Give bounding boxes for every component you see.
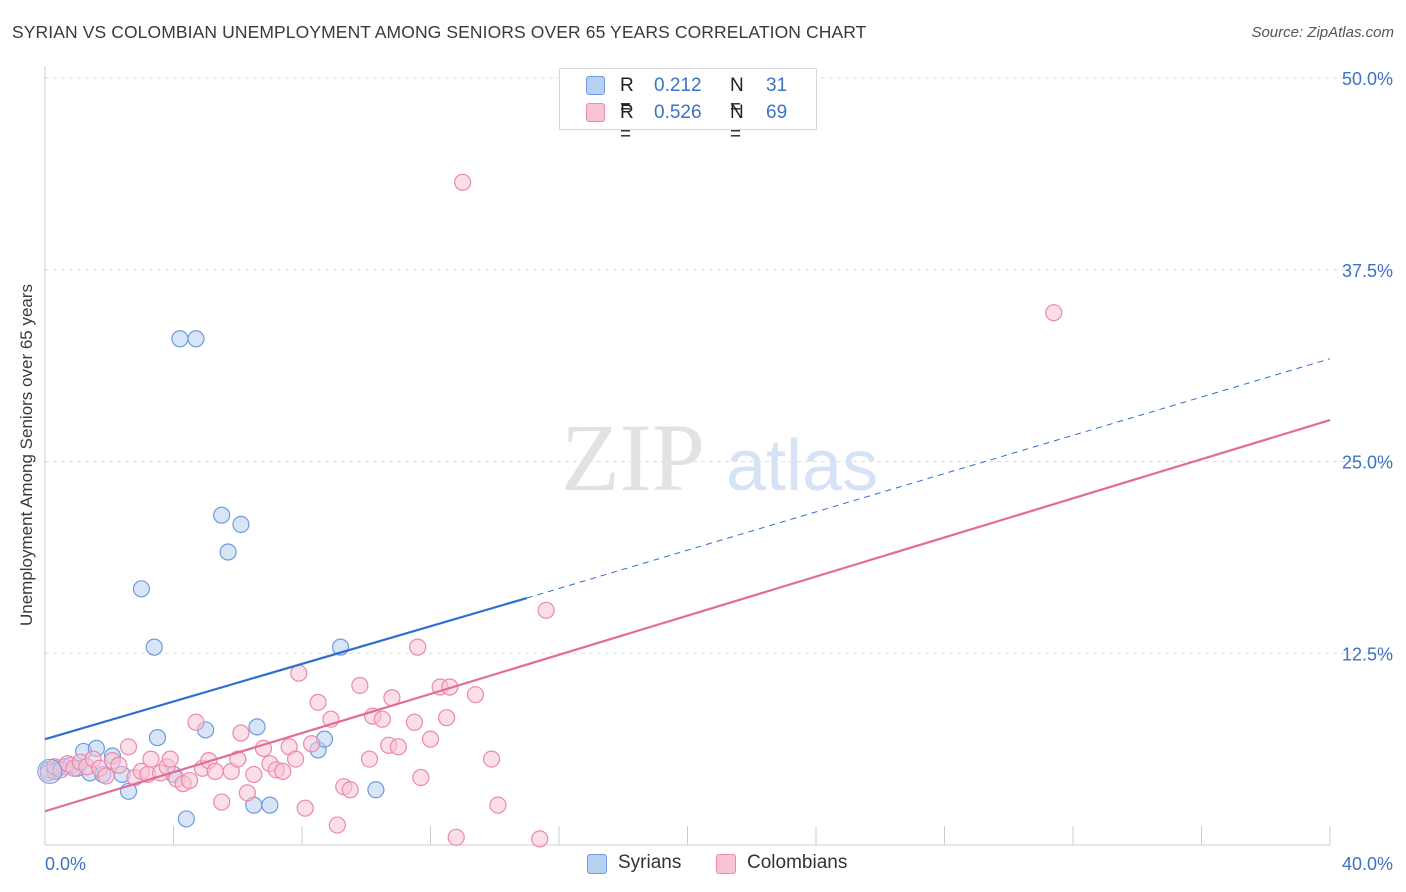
colombian-point xyxy=(213,793,231,811)
colombian-point xyxy=(229,750,247,768)
colombian-point xyxy=(296,799,314,817)
y-tick-label: 50.0% xyxy=(1342,69,1393,89)
syrian-point xyxy=(367,781,385,799)
n-label: N = xyxy=(730,75,744,118)
colombian-point xyxy=(409,638,427,656)
points-layer xyxy=(37,173,1063,848)
syrian-trend-extension xyxy=(526,358,1331,599)
colombian-point xyxy=(531,830,549,848)
syrian-point xyxy=(37,758,63,784)
r-value: 0.212 xyxy=(654,75,702,96)
colombian-point xyxy=(1045,304,1063,322)
syrian-point xyxy=(132,580,150,598)
colombian-point xyxy=(161,750,179,768)
watermark: ZIP atlas xyxy=(561,404,878,511)
colombian-point xyxy=(232,724,250,742)
colombian-point xyxy=(437,709,456,727)
colombian-point xyxy=(360,750,379,768)
syrian-point xyxy=(145,638,163,656)
colombian-point xyxy=(421,730,440,748)
colombian-trend-line xyxy=(44,419,1331,813)
colombian-point xyxy=(180,771,199,790)
syrian-trend-line xyxy=(44,596,528,741)
source-label: Source: ZipAtlas.com xyxy=(1251,24,1394,41)
syrians-legend-swatch xyxy=(587,854,607,874)
syrian-point xyxy=(261,796,279,814)
colombian-point xyxy=(447,828,465,846)
colombian-point xyxy=(537,601,555,619)
r-value: 0.526 xyxy=(654,102,702,123)
colombians-legend-swatch xyxy=(716,854,736,874)
colombian-point xyxy=(110,756,128,774)
colombian-point xyxy=(351,676,369,695)
syrian-point xyxy=(171,330,189,348)
colombian-point xyxy=(274,762,292,780)
colombian-point xyxy=(309,693,327,711)
syrian-point xyxy=(148,729,167,747)
colombian-point xyxy=(97,767,115,785)
stats-legend: R = 0.212 N = 31 R = 0.526 N = 69 xyxy=(559,68,817,145)
colombian-point xyxy=(466,686,485,704)
syrian-point xyxy=(177,810,195,828)
y-tick-label: 37.5% xyxy=(1342,261,1393,281)
syrian-point xyxy=(219,543,237,561)
axis-layer xyxy=(44,66,1331,846)
colombian-point xyxy=(142,750,160,768)
x-tick-label: 0.0% xyxy=(45,854,86,874)
colombian-point xyxy=(238,784,256,802)
colombian-point xyxy=(286,750,305,768)
colombian-point xyxy=(341,781,359,799)
colombian-point xyxy=(328,816,346,834)
trend-layer xyxy=(44,358,1331,813)
colombian-point xyxy=(245,765,263,784)
chart-title: SYRIAN VS COLOMBIAN UNEMPLOYMENT AMONG S… xyxy=(12,22,867,42)
x-tick-label: 40.0% xyxy=(1342,854,1393,874)
y-tick-label: 12.5% xyxy=(1342,644,1393,664)
colombian-point xyxy=(119,738,138,756)
n-label: N = xyxy=(730,102,744,145)
grid-layer xyxy=(45,77,1392,654)
colombian-point xyxy=(373,710,391,728)
colombian-point xyxy=(389,738,407,756)
tick-layer: 12.5% 25.0% 37.5% 50.0% 0.0% 40.0% xyxy=(45,69,1393,874)
syrian-point xyxy=(232,515,250,533)
watermark-zip: ZIP xyxy=(561,404,705,511)
colombian-point xyxy=(412,768,430,787)
syrian-point xyxy=(213,506,231,524)
r-label: R = xyxy=(620,102,634,145)
watermark-atlas: atlas xyxy=(726,426,878,506)
colombians-swatch xyxy=(586,103,605,122)
n-value: 69 xyxy=(766,102,788,123)
syrian-point xyxy=(248,718,266,736)
colombian-point xyxy=(405,713,424,731)
y-tick-label: 25.0% xyxy=(1342,453,1393,473)
colombian-point xyxy=(482,750,501,768)
colombian-point xyxy=(206,762,224,780)
colombian-point xyxy=(489,796,507,814)
colombian-point xyxy=(454,173,472,191)
syrians-legend-label: Syrians xyxy=(618,852,682,873)
colombian-point xyxy=(187,713,205,731)
r-label: R = xyxy=(620,75,634,118)
syrian-point xyxy=(187,330,205,348)
colombian-point xyxy=(303,735,321,753)
n-value: 31 xyxy=(766,75,788,96)
colombians-legend-label: Colombians xyxy=(747,852,848,873)
syrians-swatch xyxy=(586,76,605,95)
